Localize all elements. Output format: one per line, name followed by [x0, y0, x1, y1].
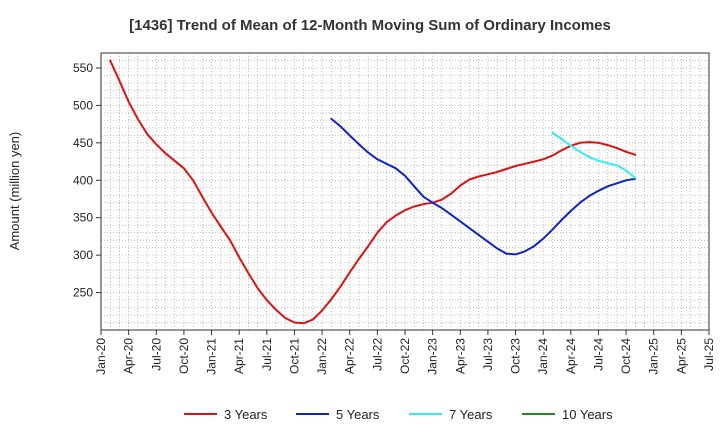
x-tick-label: Jan-24: [536, 338, 550, 375]
x-tick-label: Apr-20: [122, 338, 136, 374]
legend-label-7-years: 7 Years: [449, 407, 493, 422]
x-tick-label: Jan-25: [647, 338, 661, 375]
series-line-3-years: [109, 59, 637, 325]
legend-label-5-years: 5 Years: [336, 407, 380, 422]
x-tick-label: Oct-20: [177, 338, 191, 374]
x-tick-label: Oct-24: [619, 338, 633, 374]
x-tick-label: Apr-21: [232, 338, 246, 374]
x-tick-label: Oct-23: [509, 338, 523, 374]
chart-title: [1436] Trend of Mean of 12-Month Moving …: [129, 17, 611, 34]
x-tick-label: Jul-25: [702, 338, 716, 371]
x-tick-label: Jan-23: [426, 338, 440, 375]
legend-label-10-years: 10 Years: [562, 407, 613, 422]
y-tick-label: 250: [73, 286, 93, 300]
x-tick-label: Oct-21: [287, 338, 301, 374]
x-tick-label: Jan-21: [205, 338, 219, 375]
x-tick-label: Apr-24: [564, 338, 578, 374]
x-tick-label: Jul-20: [149, 338, 163, 371]
legend: 3 Years 5 Years 7 Years 10 Years: [184, 407, 613, 422]
y-axis-label: Amount (million yen): [7, 132, 22, 251]
x-tick-label: Oct-22: [398, 338, 412, 374]
series-line-5-years: [330, 117, 637, 256]
x-tick-label: Jul-23: [481, 338, 495, 371]
plot-area: 250 300 350 400 450 500 550 Jan-20 Apr-20 Jul-20 O…: [73, 52, 716, 375]
x-tick-label: Jan-22: [315, 338, 329, 375]
legend-label-3-years: 3 Years: [224, 407, 268, 422]
x-tick-label: Apr-23: [453, 338, 467, 374]
x-tick-label: Jul-21: [260, 338, 274, 371]
y-tick-label: 500: [73, 98, 93, 112]
x-tick-label: Apr-22: [343, 338, 357, 374]
x-tick-label: Jul-24: [591, 338, 605, 371]
y-tick-label: 300: [73, 248, 93, 262]
x-tick-label: Jul-22: [370, 338, 384, 371]
y-tick-label: 400: [73, 173, 93, 187]
y-tick-label: 450: [73, 136, 93, 150]
x-tick-label: Apr-25: [674, 338, 688, 374]
y-tick-label: 550: [73, 61, 93, 75]
series-line-7-years: [551, 131, 637, 179]
x-tick-label: Jan-20: [94, 338, 108, 375]
y-tick-label: 350: [73, 211, 93, 225]
